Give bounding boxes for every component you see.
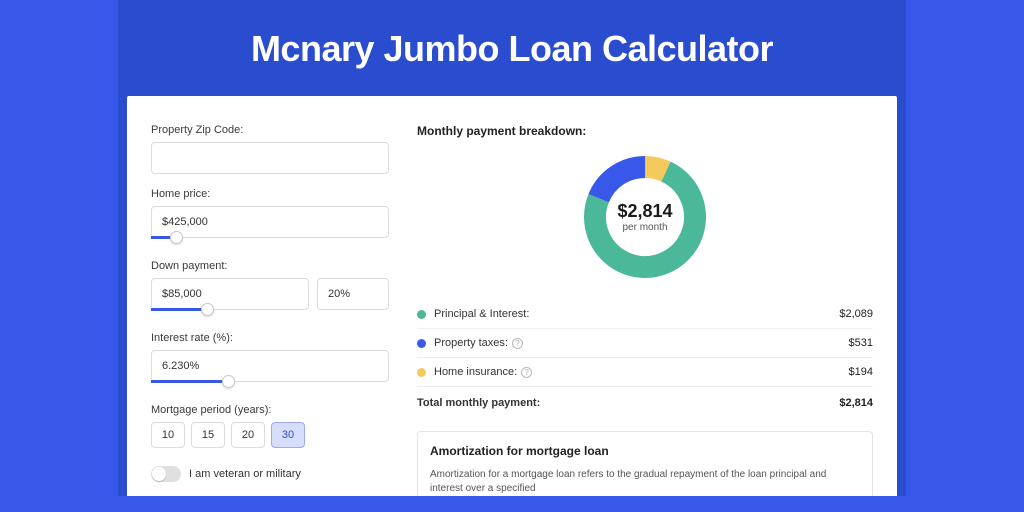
zip-field: Property Zip Code:	[151, 124, 389, 174]
period-option-30[interactable]: 30	[271, 422, 305, 448]
veteran-toggle[interactable]	[151, 466, 181, 482]
amortization-text: Amortization for a mortgage loan refers …	[430, 468, 860, 496]
calculator-card: Property Zip Code: Home price: Down paym…	[127, 96, 897, 496]
home-price-slider[interactable]	[151, 236, 389, 246]
slider-thumb[interactable]	[170, 231, 183, 244]
legend-dot	[417, 368, 426, 377]
toggle-knob	[152, 467, 166, 481]
veteran-label: I am veteran or military	[189, 468, 301, 480]
legend-dot	[417, 339, 426, 348]
amortization-title: Amortization for mortgage loan	[430, 444, 860, 458]
home-price-field: Home price:	[151, 188, 389, 246]
donut-slice-insurance	[645, 167, 666, 172]
home-price-input[interactable]	[151, 206, 389, 238]
donut-amount: $2,814	[617, 201, 672, 222]
interest-rate-field: Interest rate (%):	[151, 332, 389, 390]
legend-value: $2,089	[839, 308, 873, 320]
legend-row-insurance: Home insurance:? $194	[417, 358, 873, 387]
down-payment-field: Down payment:	[151, 260, 389, 318]
donut-sub: per month	[617, 222, 672, 233]
period-option-15[interactable]: 15	[191, 422, 225, 448]
info-icon[interactable]: ?	[512, 338, 523, 349]
page-title: Mcnary Jumbo Loan Calculator	[251, 28, 773, 70]
slider-track	[151, 380, 222, 383]
slider-track	[151, 308, 201, 311]
legend-value: $194	[849, 366, 873, 378]
mortgage-period-label: Mortgage period (years):	[151, 404, 389, 416]
legend-label: Property taxes:	[434, 337, 508, 349]
legend-dot	[417, 310, 426, 319]
interest-rate-label: Interest rate (%):	[151, 332, 389, 344]
donut-center: $2,814 per month	[617, 201, 672, 233]
legend-label: Home insurance:	[434, 366, 517, 378]
down-payment-label: Down payment:	[151, 260, 389, 272]
breakdown-heading: Monthly payment breakdown:	[417, 124, 873, 138]
form-panel: Property Zip Code: Home price: Down paym…	[151, 124, 389, 496]
total-value: $2,814	[839, 397, 873, 409]
legend-row-taxes: Property taxes:? $531	[417, 329, 873, 358]
donut-slice-taxes	[599, 167, 645, 198]
mortgage-period-options: 10152030	[151, 422, 389, 448]
slider-track	[151, 236, 170, 239]
interest-rate-slider[interactable]	[151, 380, 389, 390]
slider-thumb[interactable]	[201, 303, 214, 316]
amortization-box: Amortization for mortgage loan Amortizat…	[417, 431, 873, 496]
breakdown-panel: Monthly payment breakdown: $2,814 per mo…	[417, 124, 873, 496]
info-icon[interactable]: ?	[521, 367, 532, 378]
total-row: Total monthly payment: $2,814	[417, 387, 873, 417]
legend-value: $531	[849, 337, 873, 349]
down-payment-slider[interactable]	[151, 308, 389, 318]
mortgage-period-field: Mortgage period (years): 10152030	[151, 404, 389, 448]
period-option-10[interactable]: 10	[151, 422, 185, 448]
period-option-20[interactable]: 20	[231, 422, 265, 448]
header-band: Mcnary Jumbo Loan Calculator Property Zi…	[118, 0, 906, 496]
zip-input[interactable]	[151, 142, 389, 174]
legend-label: Principal & Interest:	[434, 308, 529, 320]
down-payment-percent-input[interactable]	[317, 278, 389, 310]
down-payment-amount-input[interactable]	[151, 278, 309, 310]
home-price-label: Home price:	[151, 188, 389, 200]
total-label: Total monthly payment:	[417, 397, 540, 409]
veteran-row: I am veteran or military	[151, 466, 389, 482]
legend: Principal & Interest: $2,089 Property taxe…	[417, 300, 873, 387]
zip-label: Property Zip Code:	[151, 124, 389, 136]
interest-rate-input[interactable]	[151, 350, 389, 382]
donut-chart: $2,814 per month	[417, 152, 873, 282]
slider-thumb[interactable]	[222, 375, 235, 388]
legend-row-principal: Principal & Interest: $2,089	[417, 300, 873, 329]
